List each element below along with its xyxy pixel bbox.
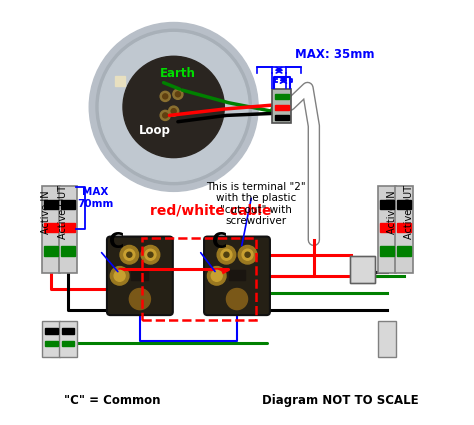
Circle shape — [171, 109, 176, 114]
FancyBboxPatch shape — [378, 186, 396, 273]
Circle shape — [163, 113, 168, 118]
Bar — [274, 116, 289, 120]
Circle shape — [238, 245, 257, 264]
Bar — [45, 246, 58, 255]
Circle shape — [127, 252, 132, 257]
Text: Diagram NOT TO SCALE: Diagram NOT TO SCALE — [262, 394, 419, 407]
Text: Active IN: Active IN — [387, 191, 397, 234]
FancyBboxPatch shape — [59, 321, 77, 357]
Bar — [380, 223, 393, 232]
Circle shape — [169, 106, 179, 116]
Circle shape — [123, 56, 224, 158]
FancyBboxPatch shape — [59, 186, 77, 273]
FancyBboxPatch shape — [107, 237, 173, 315]
Circle shape — [114, 270, 125, 281]
Text: MAX: 35mm: MAX: 35mm — [295, 48, 375, 61]
Circle shape — [160, 110, 170, 120]
Circle shape — [160, 91, 170, 102]
Bar — [45, 328, 57, 334]
Bar — [380, 246, 393, 255]
Circle shape — [208, 266, 226, 285]
Bar — [397, 223, 410, 232]
Circle shape — [227, 289, 247, 309]
Text: MAX
70mm: MAX 70mm — [77, 187, 114, 209]
Circle shape — [145, 249, 156, 260]
Bar — [380, 200, 393, 209]
Circle shape — [141, 245, 160, 264]
FancyBboxPatch shape — [273, 89, 291, 123]
Bar — [397, 200, 410, 209]
Circle shape — [120, 245, 138, 264]
Bar — [131, 269, 148, 280]
Circle shape — [224, 252, 229, 257]
Text: C: C — [109, 232, 124, 252]
Text: C: C — [212, 232, 228, 252]
Circle shape — [129, 289, 150, 309]
Circle shape — [221, 249, 232, 260]
Bar — [62, 328, 74, 334]
Bar — [274, 105, 289, 110]
Circle shape — [175, 92, 181, 97]
Bar — [45, 223, 58, 232]
FancyBboxPatch shape — [395, 186, 413, 273]
Bar — [61, 246, 75, 255]
Bar — [62, 341, 74, 346]
Bar — [61, 200, 75, 209]
Text: Active OUT: Active OUT — [58, 185, 68, 240]
FancyBboxPatch shape — [42, 321, 60, 357]
FancyBboxPatch shape — [42, 186, 60, 273]
Circle shape — [173, 89, 183, 99]
Circle shape — [110, 266, 129, 285]
Circle shape — [148, 252, 153, 257]
Circle shape — [245, 252, 250, 257]
Bar — [115, 76, 125, 86]
Circle shape — [217, 245, 236, 264]
Text: Loop: Loop — [139, 124, 171, 137]
Text: This is terminal "2"
with the plastic
"cut out" with
screwdriver: This is terminal "2" with the plastic "c… — [206, 181, 306, 227]
Text: "C" = Common: "C" = Common — [64, 394, 160, 407]
Bar — [228, 269, 246, 280]
Circle shape — [163, 94, 168, 99]
Circle shape — [124, 249, 135, 260]
Bar — [61, 223, 75, 232]
Bar — [274, 94, 289, 99]
Bar — [397, 246, 410, 255]
Text: red/white cable: red/white cable — [150, 204, 272, 218]
Circle shape — [89, 23, 258, 191]
Circle shape — [211, 270, 222, 281]
Circle shape — [96, 29, 251, 184]
FancyBboxPatch shape — [378, 321, 396, 357]
FancyBboxPatch shape — [204, 237, 270, 315]
Bar — [45, 200, 58, 209]
Text: Earth: Earth — [160, 67, 196, 79]
Bar — [45, 341, 57, 346]
Text: Active IN: Active IN — [41, 191, 51, 234]
Circle shape — [100, 33, 248, 181]
FancyBboxPatch shape — [350, 255, 375, 283]
Circle shape — [242, 249, 253, 260]
Text: Active OUT: Active OUT — [404, 185, 414, 240]
